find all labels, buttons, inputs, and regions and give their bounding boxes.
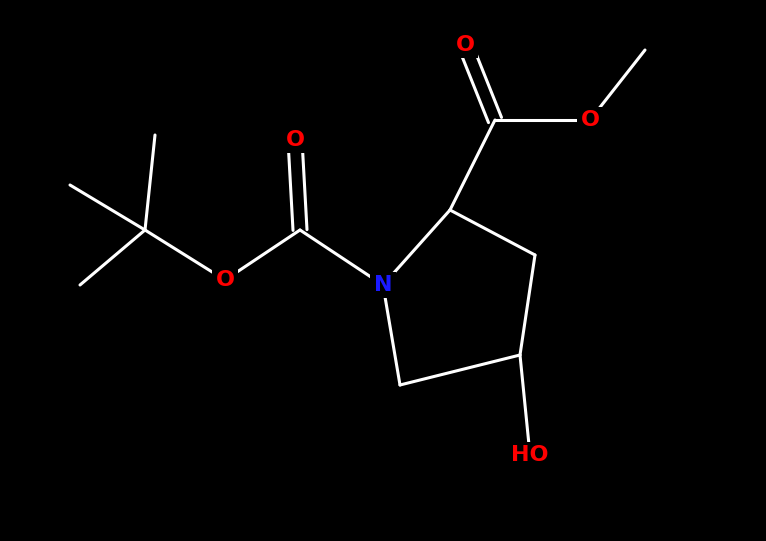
Text: O: O (286, 130, 305, 150)
Text: HO: HO (511, 445, 548, 465)
Text: N: N (374, 275, 392, 295)
Text: O: O (456, 35, 474, 55)
Text: O: O (215, 270, 234, 290)
Text: O: O (581, 110, 600, 130)
